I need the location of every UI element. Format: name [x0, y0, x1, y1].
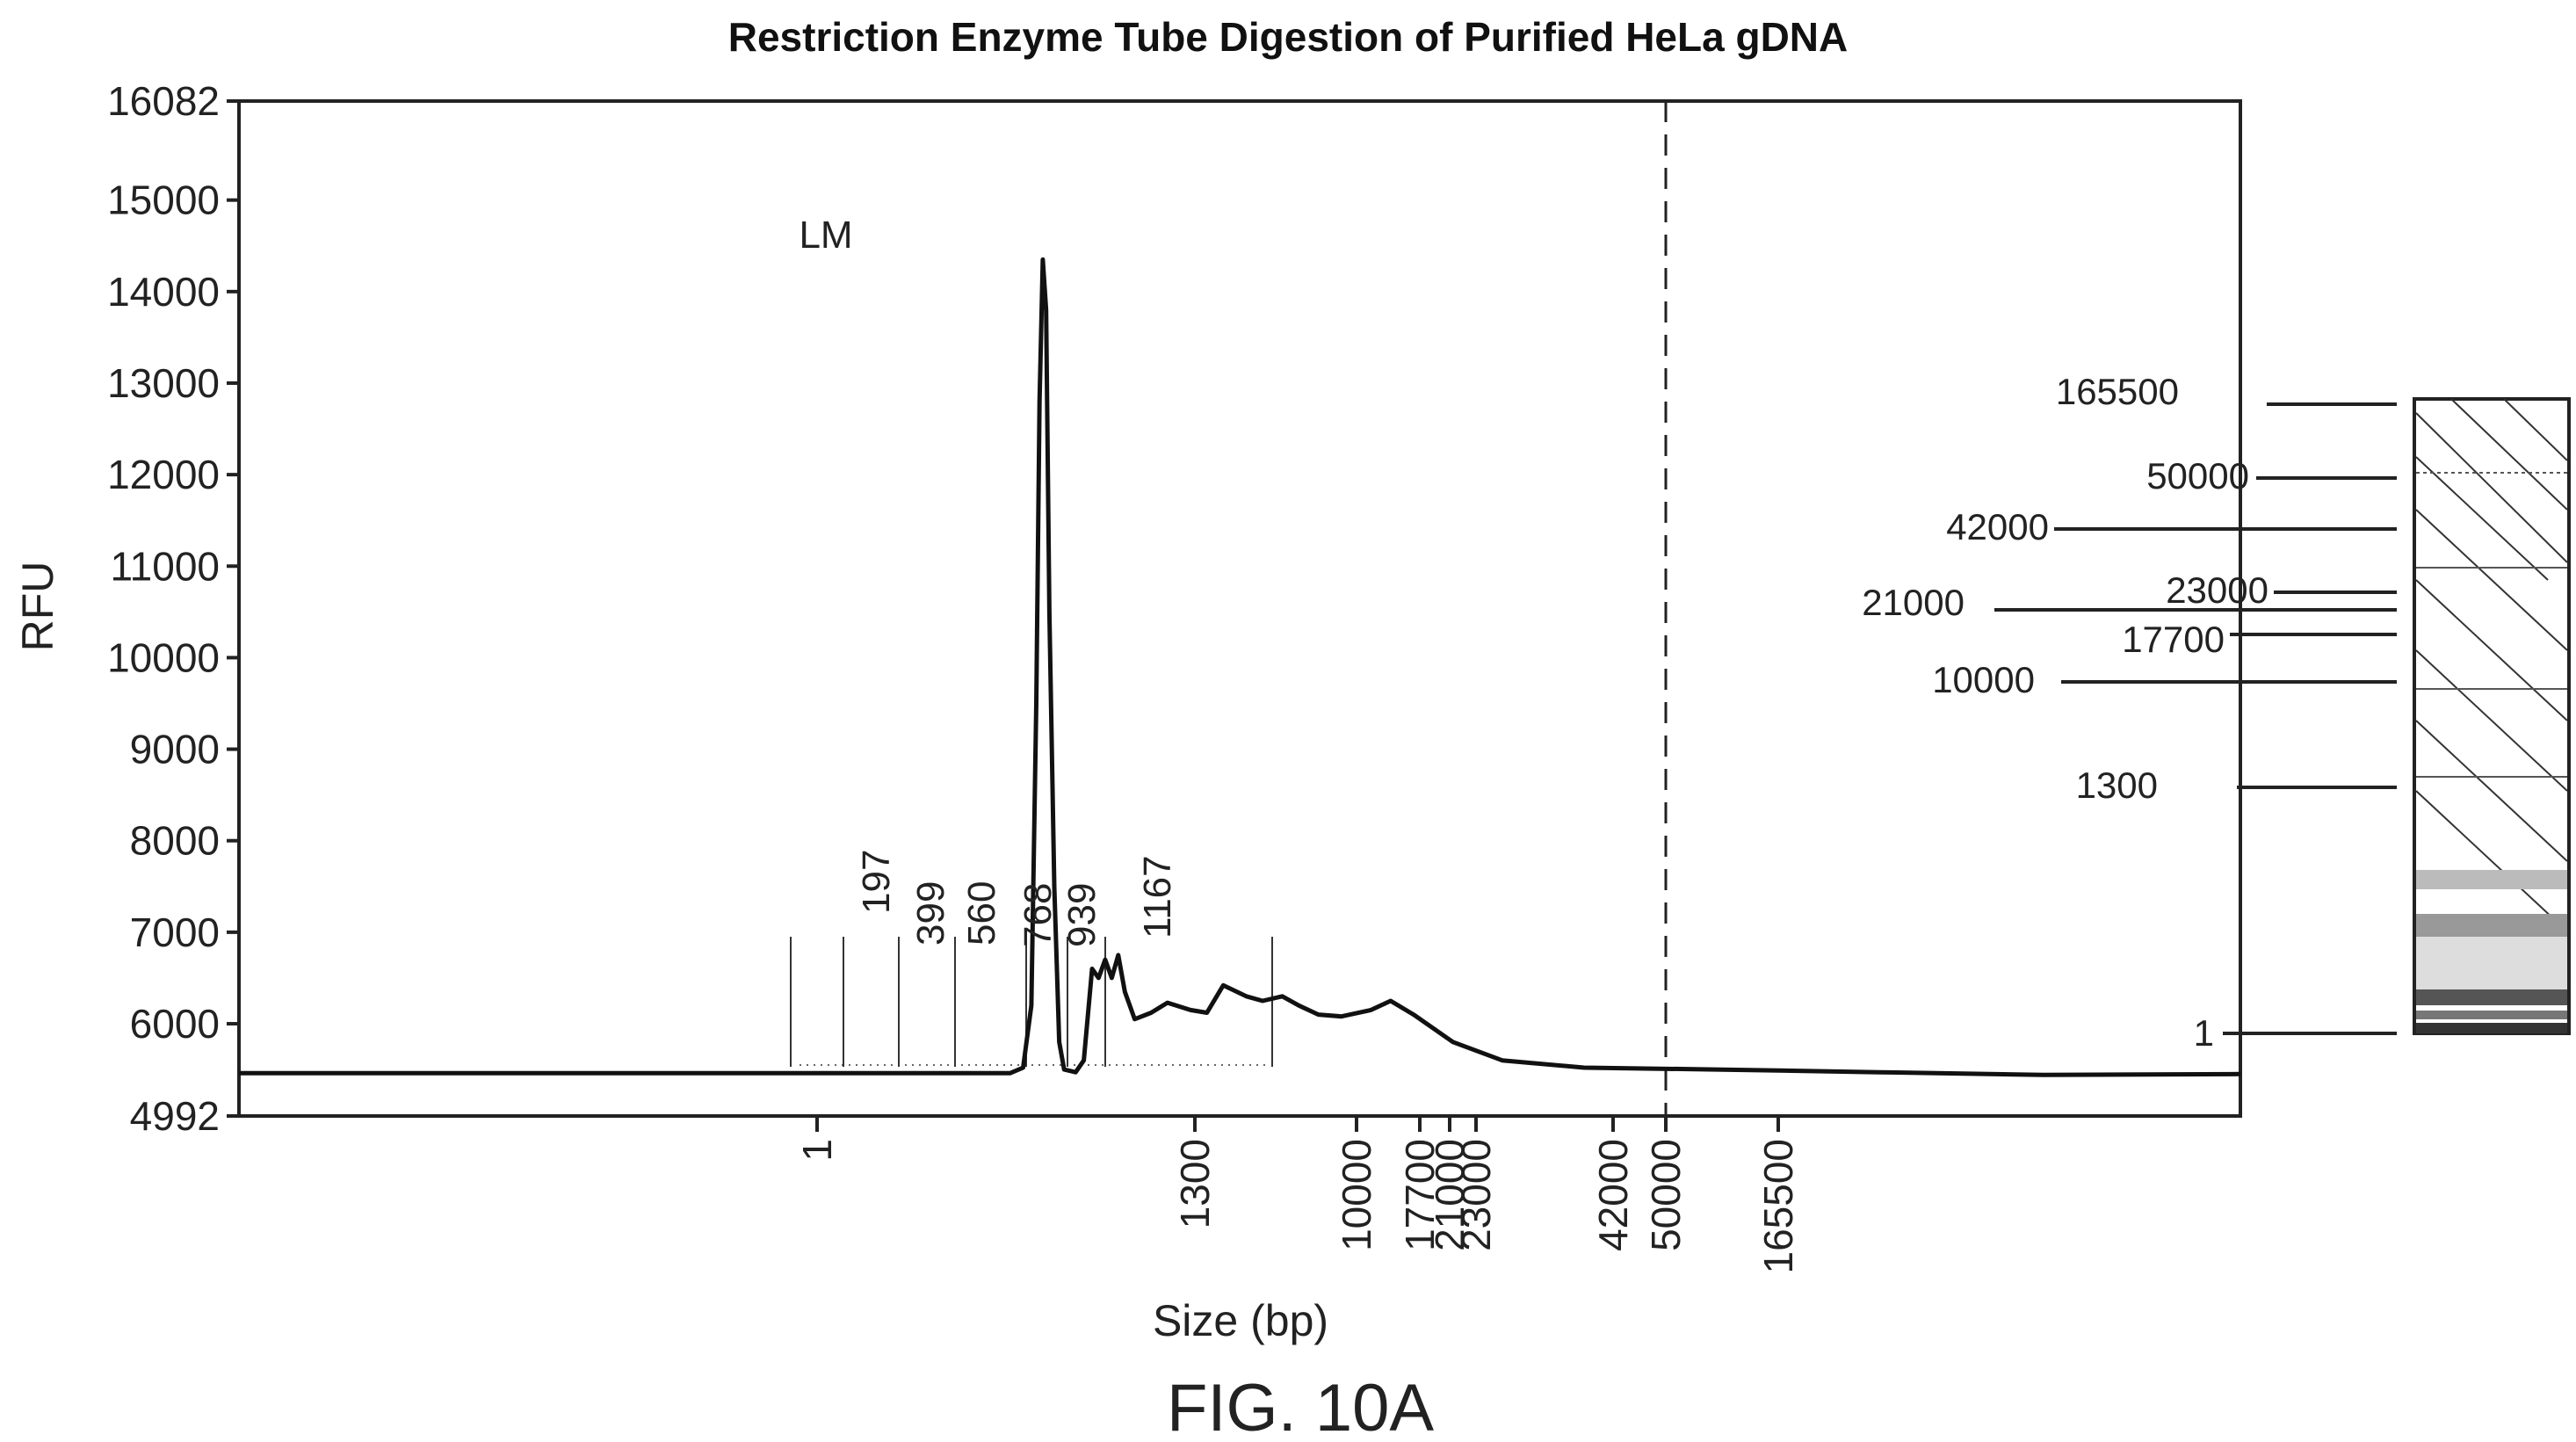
- x-tick-label: 1300: [1172, 1139, 1218, 1228]
- x-axis-label: Size (bp): [1153, 1296, 1328, 1345]
- ladder-label: 165500: [2056, 371, 2179, 412]
- fragment-window-lines: [790, 937, 1273, 1067]
- x-tick-label: 42000: [1590, 1139, 1636, 1251]
- y-tick-label: 8000: [130, 818, 220, 864]
- x-tick-label: 23000: [1453, 1139, 1499, 1251]
- electropherogram-trace: [239, 257, 2241, 1077]
- peak-boundary-lines: [843, 937, 1106, 1067]
- peak-label: 560: [960, 881, 1003, 946]
- ladder-label: 1: [2194, 1012, 2214, 1054]
- y-tick-label: 14000: [107, 269, 220, 315]
- ladder-label: 42000: [1946, 506, 2049, 547]
- ladder-label: 23000: [2166, 569, 2268, 611]
- y-tick-label: 9000: [130, 727, 220, 772]
- gel-band: [2416, 937, 2567, 989]
- gel-band: [2416, 1011, 2567, 1019]
- x-tick-label: 10000: [1334, 1139, 1379, 1251]
- gel-band: [2416, 914, 2567, 937]
- x-tick-label: 50000: [1643, 1139, 1689, 1251]
- y-tick-label: 10000: [107, 634, 220, 680]
- y-axis-label: RFU: [13, 562, 62, 652]
- y-axis: 16082 15000 14000 13000 12000 11000 10000 9000 8…: [107, 78, 239, 1139]
- ladder-label: 10000: [1932, 659, 2035, 700]
- y-tick-label: 15000: [107, 178, 220, 223]
- ladder-label: 17700: [2122, 619, 2225, 660]
- y-tick-label: 16082: [107, 78, 220, 124]
- gel-band: [2416, 1023, 2567, 1033]
- ladder-label: 1300: [2076, 764, 2158, 806]
- y-tick-label: 4992: [130, 1093, 220, 1139]
- peak-labels: 197 399 560 768 939 1167: [855, 850, 1179, 947]
- peak-label: 939: [1060, 883, 1103, 947]
- lm-label: LM: [799, 214, 852, 257]
- x-tick-label: 165500: [1755, 1139, 1801, 1274]
- y-tick-label: 6000: [130, 1001, 220, 1047]
- x-tick-label: 21000: [1427, 1139, 1473, 1251]
- peak-label: 399: [909, 881, 952, 946]
- chart-title: Restriction Enzyme Tube Digestion of Pur…: [728, 14, 1849, 60]
- x-tick-label: 17700: [1397, 1139, 1443, 1251]
- ladder-label: 50000: [2146, 455, 2249, 496]
- peak-label: 768: [1017, 883, 1060, 947]
- peak-label: 197: [855, 850, 898, 914]
- ladder-gel-lane: [2413, 397, 2571, 1035]
- ladder-labels: 165500 50000 42000 23000 21000 17700 10000 1300…: [1862, 371, 2397, 1054]
- gel-band: [2416, 989, 2567, 1005]
- x-tick-label: 1: [794, 1139, 840, 1162]
- y-tick-label: 13000: [107, 360, 220, 406]
- y-tick-label: 11000: [110, 543, 220, 589]
- figure-label: FIG. 10A: [1167, 1371, 1434, 1442]
- y-tick-label: 12000: [107, 452, 220, 497]
- y-tick-label: 7000: [130, 909, 220, 955]
- peak-label: 1167: [1136, 855, 1179, 938]
- ladder-label: 21000: [1862, 582, 1965, 623]
- gel-band: [2416, 870, 2567, 889]
